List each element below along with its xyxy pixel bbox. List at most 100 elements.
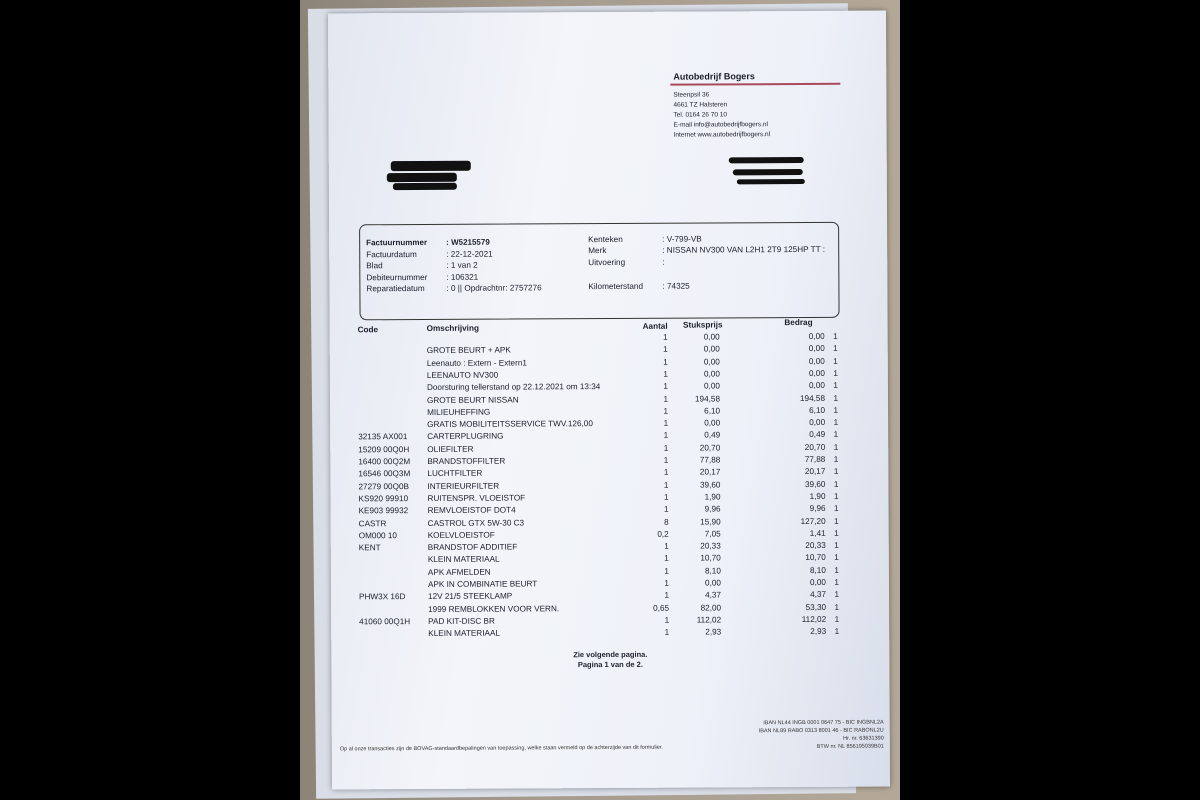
cell-qty: 1	[663, 431, 669, 441]
cell-amount: 0,00	[808, 381, 825, 391]
cell-vat: 1	[834, 602, 840, 612]
vehicle-value-3: : 74325	[662, 281, 690, 291]
cell-price: 39,60	[699, 480, 721, 490]
cell-amount: 20,70	[804, 442, 826, 452]
cell-qty: 1	[663, 443, 669, 453]
cell-amount: 9,96	[809, 504, 826, 514]
cell-qty: 1	[663, 369, 668, 379]
cell-vat: 1	[833, 479, 839, 489]
cell-price: 20,33	[700, 541, 721, 551]
cell-qty: 1	[664, 615, 670, 625]
cell-price: 8,10	[704, 566, 721, 576]
cell-qty: 1	[663, 504, 669, 514]
cell-price: 1,90	[704, 492, 721, 502]
cell-qty: 1	[664, 566, 669, 576]
cell-vat: 1	[833, 491, 839, 501]
cell-amount: 6,10	[809, 405, 826, 415]
cell-desc: GRATIS MOBILITEITSSERVICE TWV.126,00	[427, 419, 593, 430]
page-indicator: Pagina 1 van de 2.	[577, 659, 643, 670]
cell-vat: 1	[833, 393, 839, 403]
cell-amount: 0,00	[809, 577, 826, 587]
redacted-contact	[728, 156, 804, 164]
vehicle-label-1: Merk	[588, 246, 607, 256]
cell-price: 6,10	[704, 406, 721, 416]
cell-amount: 20,33	[805, 540, 826, 551]
cell-price: 112,02	[696, 615, 722, 625]
cell-vat: 1	[833, 430, 839, 440]
cell-desc: CARTERPLUGRING	[427, 431, 504, 442]
cell-amount: 20,17	[804, 467, 826, 477]
vehicle-value-1: : NISSAN NV300 VAN L2H1 2T9 125HP TT :	[662, 244, 826, 255]
vehicle-label-2: Uitvoering	[588, 257, 626, 268]
cell-vat: 1	[834, 626, 840, 637]
cell-code: 16400 00Q2M	[358, 457, 411, 467]
cell-amount: 39,60	[804, 479, 826, 489]
cell-vat: 1	[834, 528, 839, 538]
cell-qty: 8	[664, 517, 669, 527]
cell-price: 0,00	[704, 578, 721, 588]
cell-amount: 1,41	[809, 528, 826, 538]
bank-details: IBAN NL44 INGB 0001 0647 75 - BIC INGBNL…	[759, 719, 884, 752]
cell-amount: 0,00	[809, 417, 826, 428]
redacted-contact-2	[732, 168, 803, 176]
cell-qty: 1	[663, 406, 669, 416]
cell-desc: Leenauto : Extern - Extern1	[426, 358, 527, 368]
cell-amount: 112,02	[801, 614, 827, 624]
redacted-contact-3	[736, 178, 805, 185]
vehicle-value-2: :	[662, 257, 665, 267]
cell-desc: GROTE BEURT + APK	[426, 345, 511, 356]
cell-price: 7,05	[704, 529, 721, 539]
cell-desc: Doorsturing tellerstand op 22.12.2021 om…	[426, 382, 601, 393]
info-label-3: Debiteurnummer	[366, 272, 428, 282]
cell-qty: 0,2	[657, 529, 669, 539]
cell-vat: 1	[833, 380, 838, 391]
cell-vat: 1	[834, 577, 839, 587]
address-line: Tel. 0164 26 70 10	[673, 111, 728, 119]
cell-code: CASTR	[358, 518, 387, 528]
cell-qty: 1	[663, 492, 669, 502]
company-name: Autobedrijf Bogers	[673, 71, 755, 82]
cell-price: 0,00	[704, 418, 721, 428]
cell-code: 16546 00Q3M	[358, 469, 411, 479]
info-value-4: : 0 || Opdrachtnr: 2757276	[446, 283, 542, 293]
cell-desc: GROTE BEURT NISSAN	[426, 394, 519, 405]
cell-desc: KOELVLOEISTOF	[427, 530, 495, 540]
cell-price: 4,37	[705, 590, 722, 600]
cell-vat: 1	[833, 356, 838, 366]
cell-amount: 0,00	[808, 356, 825, 366]
info-value-3: : 106321	[446, 272, 479, 282]
cell-vat: 1	[833, 331, 838, 341]
cell-qty: 1	[664, 627, 670, 637]
info-value-2: : 1 van 2	[446, 260, 478, 270]
cell-vat: 1	[833, 454, 839, 464]
cell-amount: 194,58	[799, 393, 826, 403]
cell-amount: 53,30	[805, 602, 827, 612]
cell-code: 15209 00Q0H	[358, 444, 410, 455]
bank-line: BTW nr. NL 856195039B01	[816, 743, 884, 750]
cell-vat: 1	[833, 344, 838, 354]
cell-price: 10,70	[700, 553, 721, 563]
cell-qty: 1	[663, 418, 669, 428]
cell-code: 27279 00Q0B	[358, 481, 410, 491]
cell-vat: 1	[833, 467, 839, 477]
address-line: E-mail info@autobedrijfbogers.nl	[673, 121, 768, 129]
company-address: Steenpsil 36 4661 TZ Halsteren Tel. 0164 2…	[673, 90, 770, 141]
cell-code: KENT	[358, 543, 381, 553]
cell-qty: 1	[663, 394, 669, 404]
header-unit-price: Stuksprijs	[682, 320, 723, 330]
cell-vat: 1	[834, 516, 839, 526]
cell-qty: 1	[664, 541, 669, 551]
cell-price: 0,49	[704, 430, 721, 440]
cell-desc: LUCHTFILTER	[427, 468, 483, 479]
vehicle-value-0: : V-799-VB	[662, 234, 702, 244]
cell-desc: MILIEUHEFFING	[427, 407, 491, 417]
address-line: 4661 TZ Halsteren	[673, 101, 728, 109]
cell-code: OM000 10	[358, 530, 397, 541]
header-quantity: Aantal	[642, 321, 668, 331]
cell-price: 0,00	[703, 381, 720, 391]
redacted-address	[386, 172, 457, 183]
cell-desc: KLEIN MATERIAAL	[427, 554, 500, 565]
cell-vat: 1	[833, 503, 839, 514]
cell-price: 20,70	[699, 443, 721, 453]
cell-amount: 0,49	[809, 430, 826, 440]
